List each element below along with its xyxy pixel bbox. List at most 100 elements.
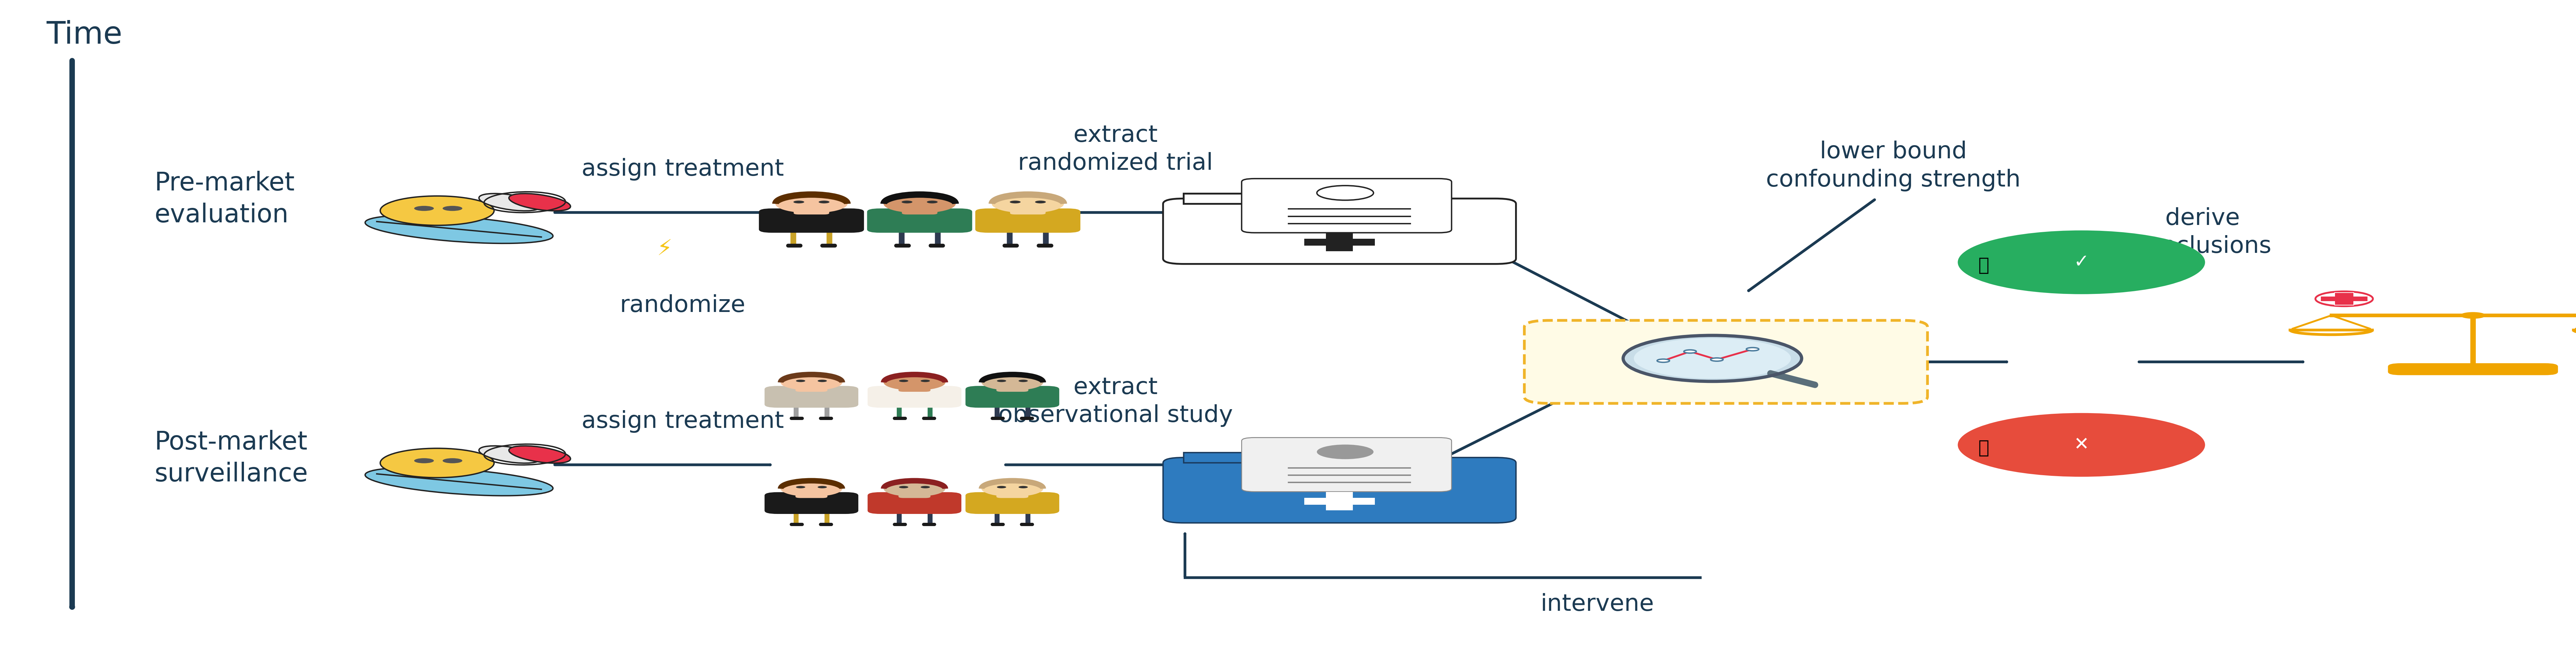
FancyBboxPatch shape xyxy=(1327,233,1352,252)
Circle shape xyxy=(1656,359,1669,363)
FancyBboxPatch shape xyxy=(2321,296,2367,301)
FancyBboxPatch shape xyxy=(765,386,858,408)
FancyBboxPatch shape xyxy=(793,207,829,214)
Polygon shape xyxy=(1182,453,1311,463)
Text: intervene: intervene xyxy=(1540,593,1654,616)
Ellipse shape xyxy=(510,193,569,211)
Circle shape xyxy=(992,195,1064,213)
FancyBboxPatch shape xyxy=(966,492,1059,514)
FancyBboxPatch shape xyxy=(1525,320,1927,404)
Circle shape xyxy=(981,481,1043,497)
Circle shape xyxy=(884,195,956,213)
Ellipse shape xyxy=(366,467,554,496)
FancyBboxPatch shape xyxy=(997,385,1028,392)
FancyBboxPatch shape xyxy=(765,492,858,514)
Circle shape xyxy=(1018,380,1028,382)
Circle shape xyxy=(443,458,461,463)
Circle shape xyxy=(775,195,848,213)
Circle shape xyxy=(1685,350,1698,353)
Circle shape xyxy=(884,481,945,497)
Ellipse shape xyxy=(479,193,541,211)
FancyBboxPatch shape xyxy=(1242,438,1453,491)
FancyBboxPatch shape xyxy=(2334,293,2354,305)
FancyBboxPatch shape xyxy=(1162,457,1515,523)
Circle shape xyxy=(1958,413,2205,477)
Circle shape xyxy=(796,380,806,382)
Circle shape xyxy=(1958,230,2205,294)
Text: lower bound
confounding strength: lower bound confounding strength xyxy=(1767,141,2020,191)
FancyBboxPatch shape xyxy=(1242,179,1453,232)
Polygon shape xyxy=(1182,194,1311,204)
Circle shape xyxy=(1747,347,1759,351)
Circle shape xyxy=(819,201,829,203)
Circle shape xyxy=(781,481,842,497)
Text: derive
conclusions: derive conclusions xyxy=(2133,207,2272,258)
FancyBboxPatch shape xyxy=(966,386,1059,408)
FancyBboxPatch shape xyxy=(2321,296,2367,301)
Text: assign treatment: assign treatment xyxy=(582,158,783,181)
Circle shape xyxy=(415,458,433,463)
Circle shape xyxy=(796,486,806,488)
Ellipse shape xyxy=(479,446,541,463)
Circle shape xyxy=(381,196,495,225)
Circle shape xyxy=(415,206,433,211)
Circle shape xyxy=(899,380,909,382)
Circle shape xyxy=(902,201,912,203)
Text: Pre-market
evaluation: Pre-market evaluation xyxy=(155,171,294,228)
Circle shape xyxy=(981,374,1043,390)
Circle shape xyxy=(1010,201,1020,203)
Text: 👍: 👍 xyxy=(1978,257,1989,274)
Circle shape xyxy=(2316,291,2372,306)
FancyBboxPatch shape xyxy=(902,207,938,214)
Circle shape xyxy=(1018,486,1028,488)
Circle shape xyxy=(884,374,945,390)
Circle shape xyxy=(997,380,1007,382)
FancyBboxPatch shape xyxy=(976,208,1079,233)
Ellipse shape xyxy=(510,446,569,463)
FancyBboxPatch shape xyxy=(760,208,863,233)
Text: extract
observational study: extract observational study xyxy=(997,376,1234,427)
FancyBboxPatch shape xyxy=(868,386,961,408)
FancyBboxPatch shape xyxy=(1010,207,1046,214)
Text: extract
randomized trial: extract randomized trial xyxy=(1018,124,1213,175)
FancyBboxPatch shape xyxy=(796,385,827,392)
Text: Time: Time xyxy=(46,20,121,50)
Circle shape xyxy=(381,448,495,477)
FancyBboxPatch shape xyxy=(1303,239,1376,246)
Circle shape xyxy=(443,206,461,211)
FancyBboxPatch shape xyxy=(2388,363,2558,375)
Circle shape xyxy=(817,380,827,382)
Circle shape xyxy=(1710,358,1723,361)
Circle shape xyxy=(997,486,1007,488)
Circle shape xyxy=(920,380,930,382)
Circle shape xyxy=(920,486,930,488)
Text: ✓: ✓ xyxy=(2074,254,2089,271)
Text: Post-market
surveillance: Post-market surveillance xyxy=(155,430,309,487)
FancyBboxPatch shape xyxy=(796,491,827,498)
FancyBboxPatch shape xyxy=(899,385,930,392)
FancyBboxPatch shape xyxy=(868,492,961,514)
FancyBboxPatch shape xyxy=(1327,492,1352,510)
FancyBboxPatch shape xyxy=(997,491,1028,498)
Circle shape xyxy=(1633,338,1790,378)
Circle shape xyxy=(927,201,938,203)
FancyBboxPatch shape xyxy=(899,491,930,498)
Circle shape xyxy=(899,486,909,488)
Circle shape xyxy=(1316,445,1373,459)
FancyBboxPatch shape xyxy=(1303,498,1376,505)
FancyBboxPatch shape xyxy=(1162,199,1515,264)
Ellipse shape xyxy=(366,215,554,244)
Text: 👎: 👎 xyxy=(1978,440,1989,457)
Circle shape xyxy=(1036,201,1046,203)
Circle shape xyxy=(1623,335,1801,381)
Text: ⚡: ⚡ xyxy=(657,238,672,260)
Circle shape xyxy=(2460,312,2486,319)
Text: randomize: randomize xyxy=(621,294,744,317)
FancyBboxPatch shape xyxy=(868,208,971,233)
FancyBboxPatch shape xyxy=(2334,293,2354,305)
Text: ✕: ✕ xyxy=(2074,436,2089,454)
Circle shape xyxy=(781,374,842,390)
Circle shape xyxy=(793,201,804,203)
Text: assign treatment: assign treatment xyxy=(582,410,783,433)
Circle shape xyxy=(817,486,827,488)
